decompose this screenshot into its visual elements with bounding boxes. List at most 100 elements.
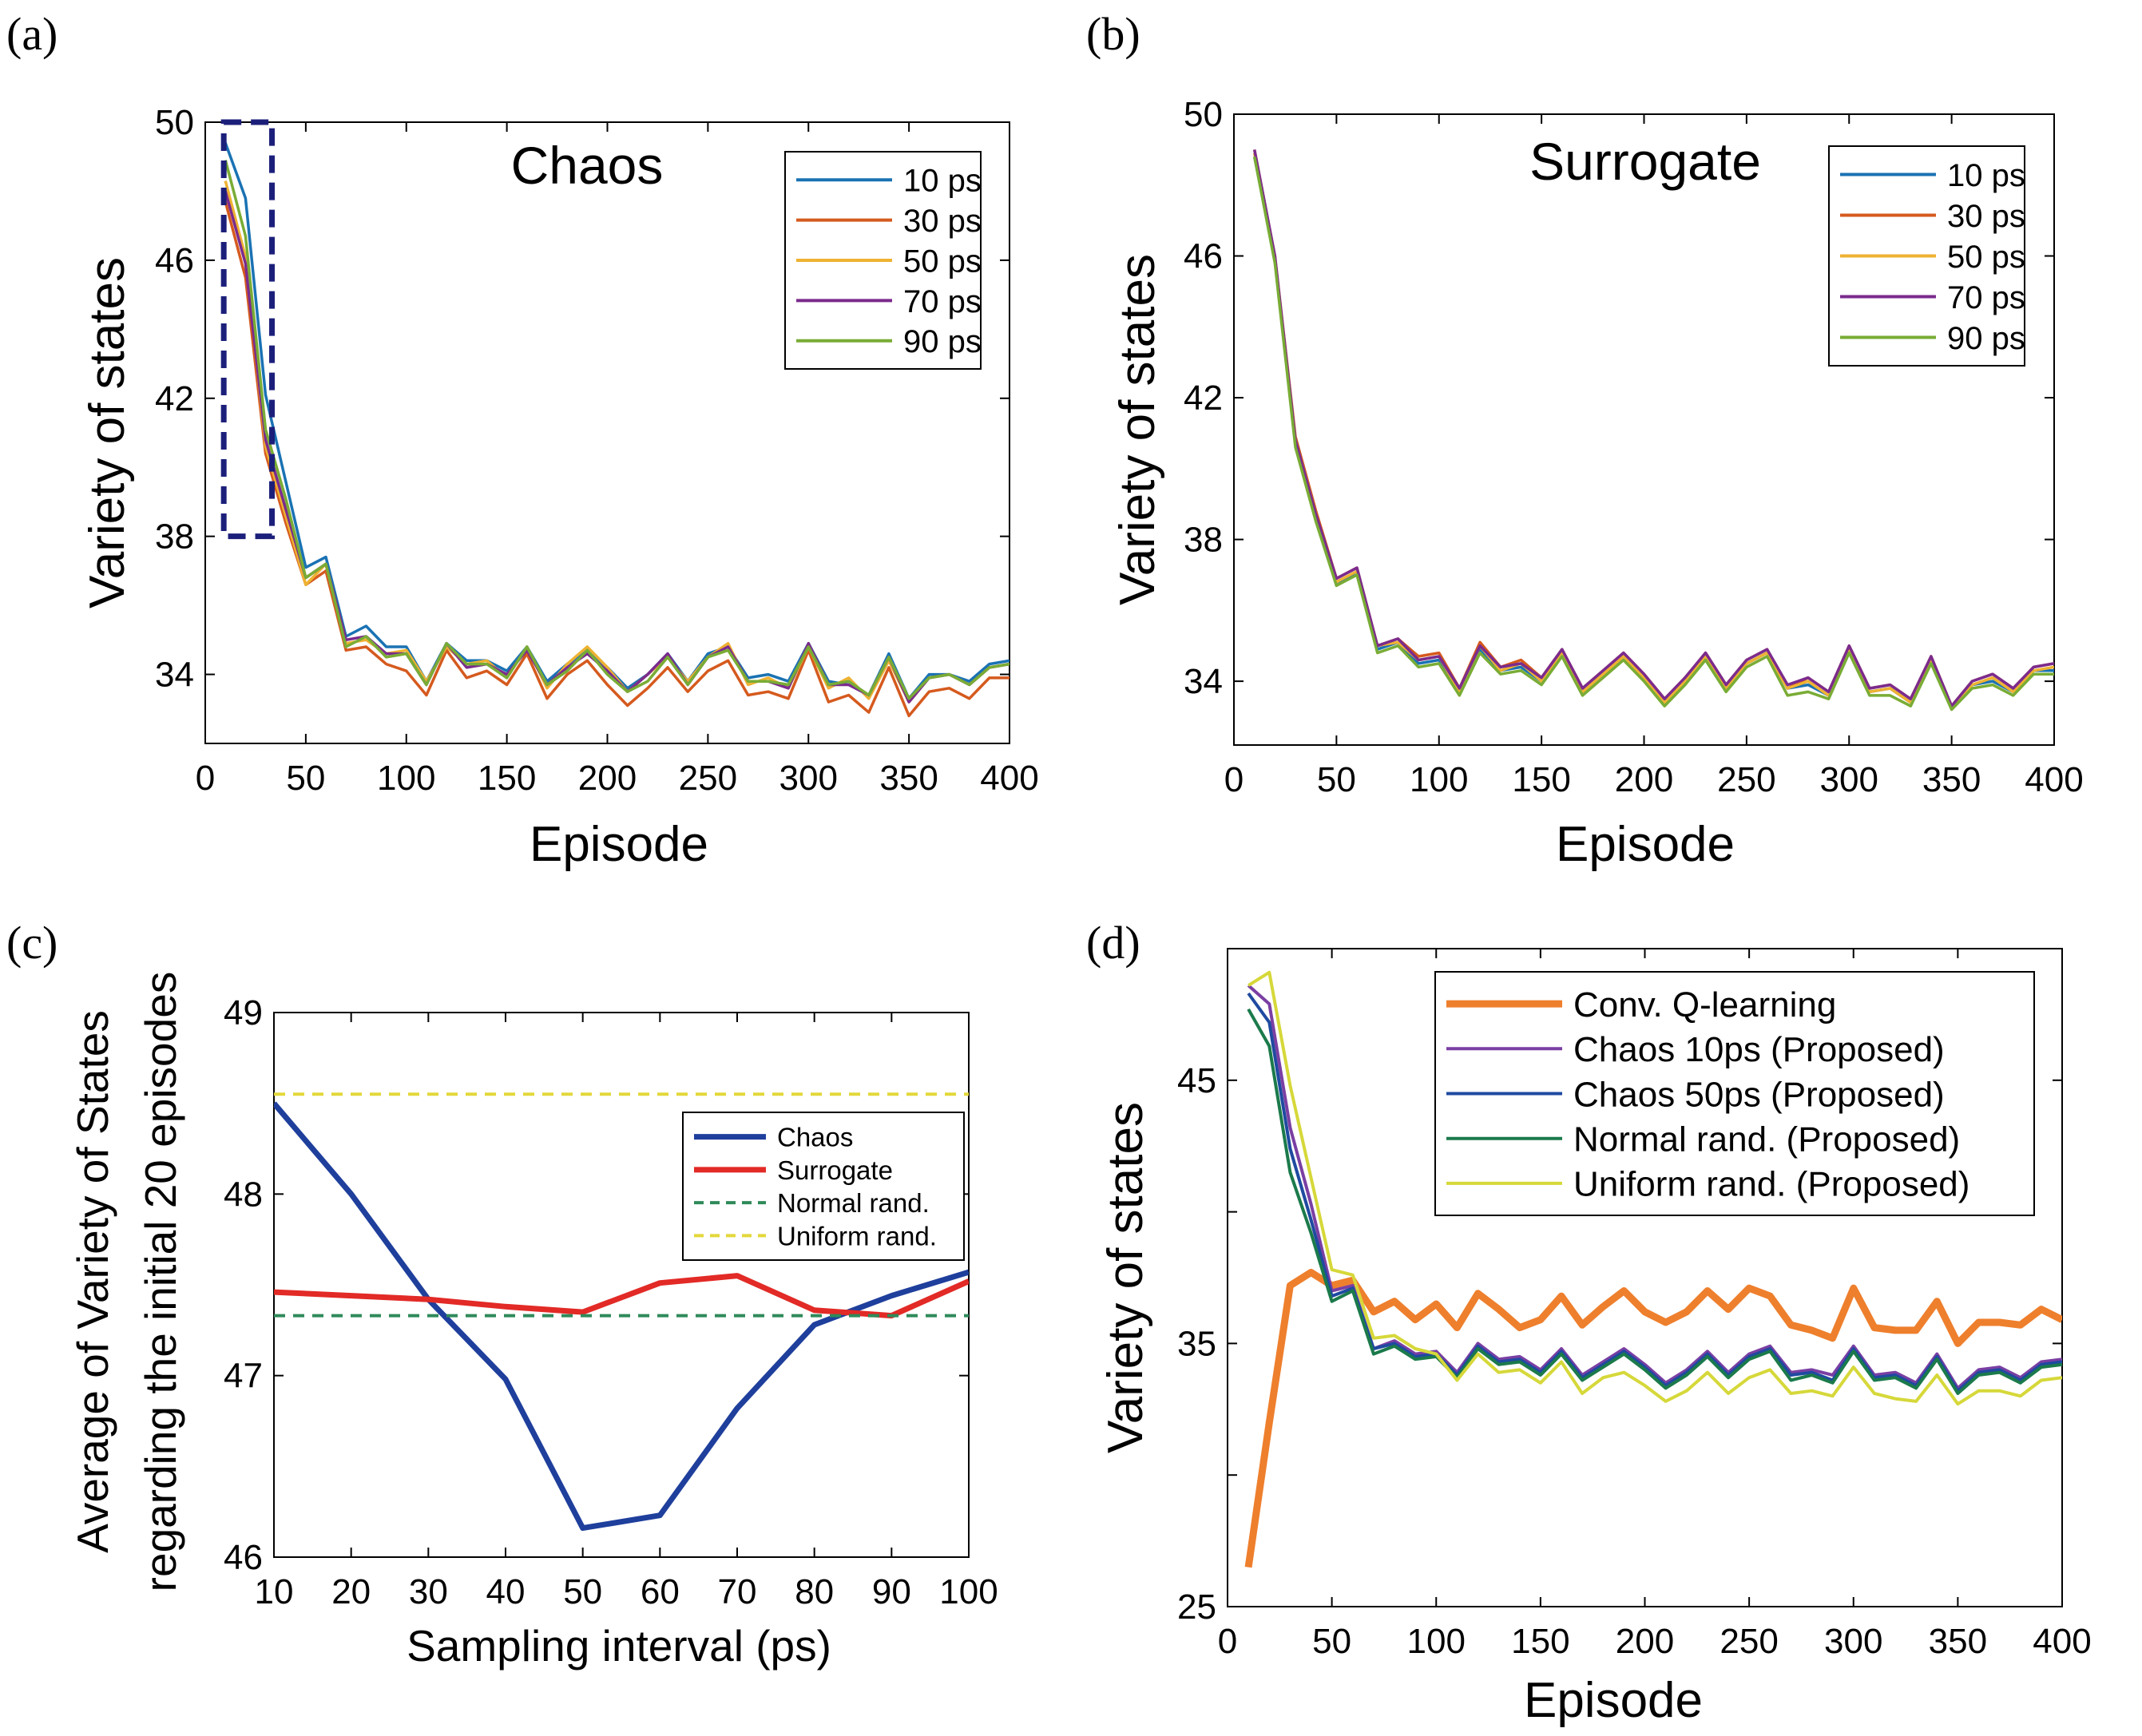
x-tick-label: 300 <box>1820 760 1878 799</box>
legend-label-30-ps: 30 ps <box>1947 199 2025 234</box>
y-tick-label: 48 <box>224 1175 263 1214</box>
x-tick-label: 70 <box>718 1572 757 1611</box>
x-tick-label: 100 <box>1407 1622 1466 1661</box>
y-axis-label: Variety of states <box>80 257 135 608</box>
panel-label-c: (c) <box>6 917 58 969</box>
chart-c-sampling-interval: 10 20 30 40 50 60 70 80 90 100 46 47 48 49 Sampling in… <box>68 972 998 1671</box>
series-group <box>224 142 1010 718</box>
axes-frame-c <box>273 1012 970 1558</box>
series-group <box>1252 149 2054 711</box>
x-tick-label: 60 <box>641 1572 680 1611</box>
legend-label-normal-rand: Normal rand. <box>777 1188 930 1218</box>
series-line-surrogate <box>274 1273 969 1319</box>
x-axis-label: Episode <box>1556 817 1735 872</box>
y-tick-label: 46 <box>155 241 194 280</box>
y-tick-label: 34 <box>155 656 194 695</box>
series-group <box>274 1092 969 1532</box>
y-tick-label: 38 <box>1184 521 1223 560</box>
x-tick-label: 250 <box>1717 760 1775 799</box>
legend-label-70-ps: 70 ps <box>903 284 982 319</box>
x-tick-label: 100 <box>1410 760 1468 799</box>
legend-label-10-ps: 10 ps <box>1947 158 2025 193</box>
panel-label-b: (b) <box>1086 8 1140 60</box>
x-tick-label: 0 <box>196 759 215 798</box>
chart-title: Surrogate <box>1529 132 1761 191</box>
legend: Conv. Q-learning Chaos 10ps (Proposed) Cha… <box>1434 971 2035 1216</box>
legend-label-chaos: Chaos <box>777 1123 853 1152</box>
x-tick-label: 200 <box>1616 1622 1674 1661</box>
panel-label-d: (d) <box>1086 917 1140 969</box>
y-tick-label: 45 <box>1177 1061 1216 1100</box>
y-axis-label: Variety of states <box>1110 254 1165 605</box>
x-tick-label: 400 <box>2025 760 2083 799</box>
y-tick-label: 46 <box>224 1538 263 1577</box>
legend: 10 ps 30 ps 50 ps 70 ps 90 ps <box>784 151 982 370</box>
series-line-conv-q-learning <box>1244 1268 2062 1568</box>
legend-label-30-ps: 30 ps <box>903 204 982 239</box>
panel-label-a: (a) <box>6 8 58 60</box>
x-tick-label: 80 <box>795 1572 834 1611</box>
x-tick-label: 400 <box>980 759 1038 798</box>
legend-label-surrogate: Surrogate <box>777 1155 893 1185</box>
legend-label-70-ps: 70 ps <box>1947 280 2025 315</box>
legend-label-uniform-rand: Uniform rand. <box>777 1221 937 1250</box>
x-tick-label: 30 <box>409 1572 448 1611</box>
series-line-30-ps <box>224 200 1010 718</box>
y-tick-label: 47 <box>224 1357 263 1396</box>
legend-label-50-ps: 50 ps <box>1947 240 2025 275</box>
x-tick-label: 400 <box>2033 1622 2091 1661</box>
x-tick-label: 250 <box>1720 1622 1778 1661</box>
y-tick-label: 38 <box>155 517 194 557</box>
x-tick-label: 200 <box>578 759 637 798</box>
series-line-50-ps <box>1252 153 2054 707</box>
x-tick-label: 20 <box>331 1572 371 1611</box>
x-axis-label: Sampling interval (ps) <box>407 1621 831 1671</box>
x-tick-label: 90 <box>872 1572 911 1611</box>
x-axis-label: Episode <box>530 817 708 872</box>
series-line-90-ps <box>1252 156 2054 711</box>
legend-label-conv-q-learning: Conv. Q-learning <box>1573 985 1836 1025</box>
series-group <box>1244 970 2062 1568</box>
chart-a-chaos: 0 50 100 150 200 250 300 350 400 34 38 42 46 50 Episod… <box>80 103 1039 872</box>
legend-label-90-ps: 90 ps <box>903 324 982 359</box>
x-tick-label: 200 <box>1615 760 1673 799</box>
x-tick-label: 150 <box>478 759 536 798</box>
y-tick-label: 50 <box>1184 95 1223 134</box>
y-tick-label: 49 <box>224 993 263 1032</box>
x-tick-label: 100 <box>377 759 435 798</box>
x-tick-label: 250 <box>679 759 737 798</box>
x-tick-label: 0 <box>1218 1622 1237 1661</box>
y-tick-label: 25 <box>1177 1587 1216 1627</box>
legend: 10 ps 30 ps 50 ps 70 ps 90 ps <box>1828 145 2025 367</box>
y-axis-label: Variety of states <box>1098 1102 1153 1453</box>
y-tick-label: 42 <box>1184 379 1223 418</box>
chart-b-surrogate: 0 50 100 150 200 250 300 350 400 34 38 42 46 50 Episod… <box>1110 95 2084 872</box>
x-tick-label: 150 <box>1512 760 1570 799</box>
y-axis-label-line1: Average of Variety of States <box>68 1010 117 1553</box>
x-tick-label: 50 <box>286 759 325 798</box>
chart-title: Chaos <box>511 136 664 195</box>
x-tick-label: 350 <box>879 759 938 798</box>
x-tick-label: 350 <box>1929 1622 1987 1661</box>
series-line-normal-rand-proposed <box>1247 1008 2062 1395</box>
x-tick-label: 300 <box>779 759 838 798</box>
x-tick-label: 40 <box>486 1572 526 1611</box>
x-tick-label: 10 <box>255 1572 294 1611</box>
x-axis-label: Episode <box>1524 1673 1703 1728</box>
legend-label-chaos-50ps-proposed: Chaos 50ps (Proposed) <box>1573 1075 1945 1114</box>
series-line-uniform-rand-proposed <box>1248 970 2062 1406</box>
x-tick-label: 50 <box>1312 1622 1351 1661</box>
y-axis-label-line2: regarding the initial 20 episodes <box>136 972 185 1592</box>
legend-label-10-ps: 10 ps <box>903 164 982 199</box>
legend-label-50-ps: 50 ps <box>903 244 982 279</box>
legend-label-chaos-10ps-proposed: Chaos 10ps (Proposed) <box>1573 1030 1945 1069</box>
y-tick-label: 34 <box>1184 662 1223 701</box>
series-line-70-ps <box>1252 149 2054 707</box>
x-tick-label: 50 <box>563 1572 602 1611</box>
highlight-box <box>220 119 276 540</box>
legend-label-normal-rand-proposed: Normal rand. (Proposed) <box>1573 1120 1960 1159</box>
y-tick-label: 42 <box>155 379 194 418</box>
y-tick-label: 50 <box>155 103 194 142</box>
y-tick-label: 35 <box>1177 1324 1216 1363</box>
